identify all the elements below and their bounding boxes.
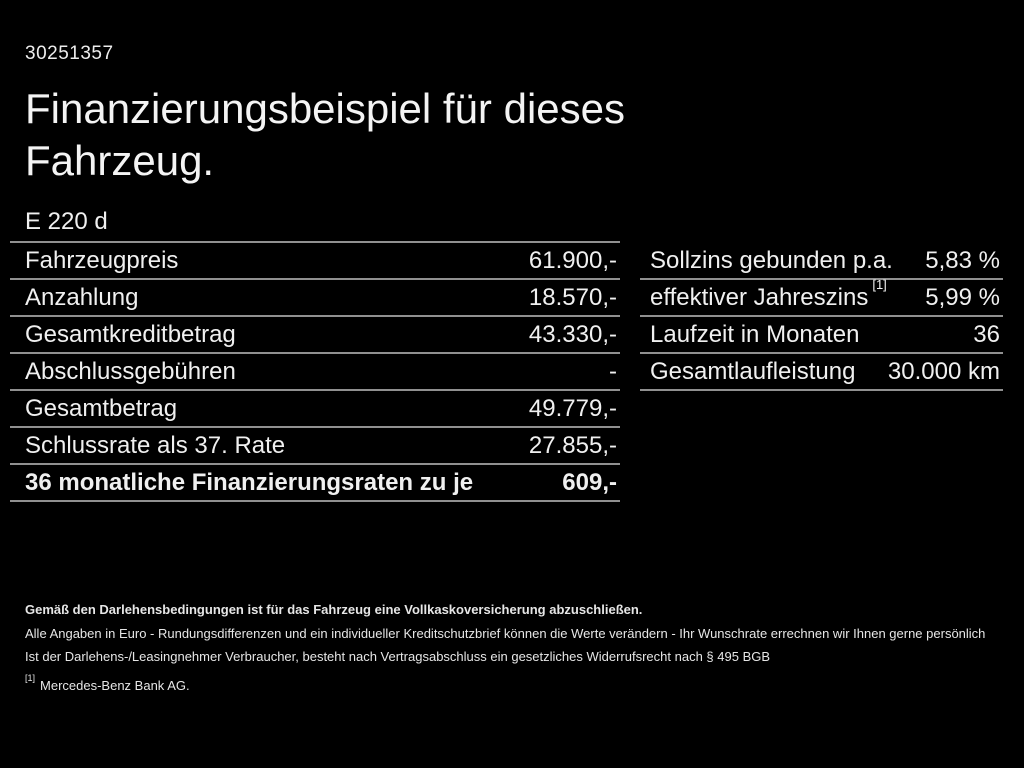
table-row: Gesamtbetrag 49.779,- — [10, 391, 620, 428]
vehicle-model-label: E 220 d — [25, 208, 108, 235]
row-label: 36 monatliche Finanzierungsraten zu je — [25, 468, 474, 496]
disclaimer-line-2: Ist der Darlehens-/Leasingnehmer Verbrau… — [25, 649, 771, 664]
row-value: 49.779,- — [528, 394, 617, 422]
row-label: Gesamtbetrag — [25, 394, 178, 422]
footnote: [1] Mercedes-Benz Bank AG. — [25, 673, 190, 694]
row-label: Gesamtlaufleistung — [650, 357, 856, 385]
page-title: Finanzierungsbeispiel für dieses Fahrzeu… — [25, 85, 625, 184]
row-value: 43.330,- — [528, 320, 617, 348]
footnote-text: Mercedes-Benz Bank AG. — [40, 678, 190, 693]
row-value: - — [609, 357, 617, 385]
row-value: 18.570,- — [528, 283, 617, 311]
insurance-requirement-note: Gemäß den Darlehensbedingungen ist für d… — [25, 602, 643, 617]
footnote-marker: [1] — [25, 672, 36, 683]
row-label: Gesamtkreditbetrag — [25, 320, 236, 348]
loan-conditions-table: Sollzins gebunden p.a. 5,83 % effektiver J… — [640, 243, 1003, 391]
table-row: Anzahlung 18.570,- — [10, 280, 620, 317]
row-value: 5,83 % — [925, 246, 1000, 274]
row-label: effektiver Jahreszins [1] — [650, 276, 887, 311]
row-value: 609,- — [562, 468, 617, 496]
table-row: Laufzeit in Monaten 36 — [640, 317, 1003, 354]
row-value: 27.855,- — [528, 431, 617, 459]
table-row: Gesamtkreditbetrag 43.330,- — [10, 317, 620, 354]
row-value: 5,99 % — [925, 283, 1000, 311]
table-row: Fahrzeugpreis 61.900,- — [10, 243, 620, 280]
table-row: Schlussrate als 37. Rate 27.855,- — [10, 428, 620, 465]
row-value: 61.900,- — [528, 246, 617, 274]
row-label: Laufzeit in Monaten — [650, 320, 860, 348]
row-label: Anzahlung — [25, 283, 139, 311]
table-row: Abschlussgebühren - — [10, 354, 620, 391]
row-label: Schlussrate als 37. Rate — [25, 431, 286, 459]
row-value: 36 — [973, 320, 1000, 348]
offer-id: 30251357 — [25, 43, 114, 64]
row-label: Sollzins gebunden p.a. — [650, 246, 893, 274]
financing-details-table: Fahrzeugpreis 61.900,- Anzahlung 18.570,- Ge… — [10, 241, 620, 502]
disclaimer-line-1: Alle Angaben in Euro - Rundungsdifferenz… — [25, 626, 986, 641]
table-row: 36 monatliche Finanzierungsraten zu je 60… — [10, 465, 620, 502]
row-value: 30.000 km — [887, 357, 1000, 385]
row-label: Abschlussgebühren — [25, 357, 236, 385]
table-row: Gesamtlaufleistung 30.000 km — [640, 354, 1003, 391]
row-label: Fahrzeugpreis — [25, 246, 179, 274]
footnote-reference: [1] — [872, 276, 887, 292]
table-row: effektiver Jahreszins [1] 5,99 % — [640, 276, 1003, 317]
table-row: Sollzins gebunden p.a. 5,83 % — [640, 243, 1003, 280]
